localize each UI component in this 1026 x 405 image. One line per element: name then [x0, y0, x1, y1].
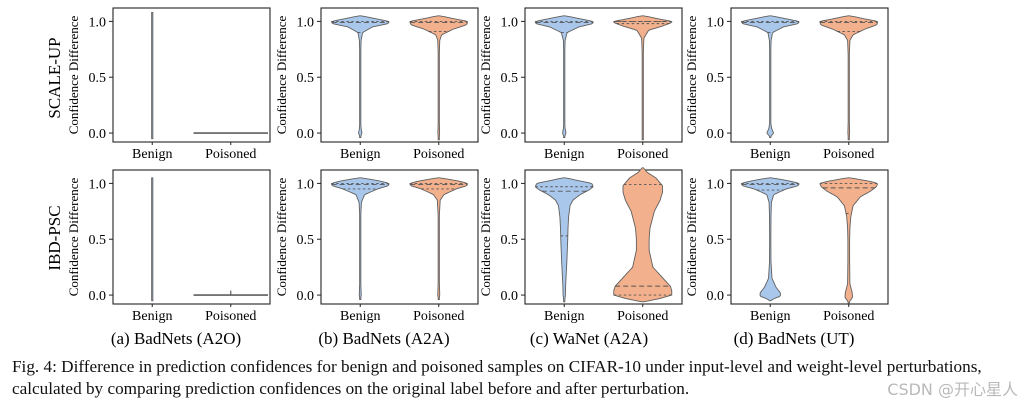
- watermark: CSDN @开心星人: [887, 380, 1018, 399]
- panel-a-top-xlabel-poisoned: Poisoned: [205, 147, 256, 162]
- panel-a-top-ytick-label: 0.0: [89, 127, 107, 142]
- panel-a-top-xlabel-benign: Benign: [132, 147, 172, 162]
- panel-a-bottom-frame: [112, 169, 271, 305]
- caption-label-b: (b) BadNets (A2A): [318, 329, 449, 348]
- panel-c-top-ytick-label: 1.0: [501, 15, 519, 30]
- panel-b-bottom-violin-benign: [330, 177, 390, 300]
- panel-a-top-ylabel: Confidence Difference: [66, 16, 81, 135]
- panel-d-top-ylabel: Confidence Difference: [684, 16, 699, 135]
- panel-d-top-xlabel-benign: Benign: [750, 147, 790, 162]
- panel-c-bottom-xlabel-poisoned: Poisoned: [617, 309, 668, 324]
- panel-d-top-ytick-label: 0.5: [707, 71, 725, 86]
- panel-b-bottom-xlabel-poisoned: Poisoned: [413, 309, 464, 324]
- panel-d-top-xlabel-poisoned: Poisoned: [823, 147, 874, 162]
- panel-c-top-xlabel-poisoned: Poisoned: [617, 147, 668, 162]
- panel-c-bottom-xlabel-benign: Benign: [544, 309, 584, 324]
- panel-a-top-frame: [112, 7, 271, 143]
- panel-d-top-violin-benign: [740, 15, 800, 138]
- caption-label-c: (c) WaNet (A2A): [530, 329, 648, 348]
- panel-d-top-violin-poisoned: [819, 15, 879, 141]
- panel-a-bottom-violin-benign: [151, 177, 154, 302]
- row-label-scale-up: SCALE-UP: [45, 37, 64, 118]
- panel-b-bottom-ytick-label: 0.5: [297, 233, 315, 248]
- panel-a-bottom-xlabel-benign: Benign: [132, 309, 172, 324]
- panel-c-bottom-ytick-label: 0.0: [501, 289, 519, 304]
- panel-b-top-xlabel-benign: Benign: [340, 147, 380, 162]
- panel-d-top-ytick-label: 0.0: [707, 127, 725, 142]
- panel-c-bottom-ytick-label: 1.0: [501, 177, 519, 192]
- panel-d-bottom-ytick-label: 0.0: [707, 289, 725, 304]
- panel-b-bottom-frame: [320, 169, 479, 305]
- panel-c-top-xlabel-benign: Benign: [544, 147, 584, 162]
- panel-c-bottom-ytick-label: 0.5: [501, 233, 519, 248]
- panel-a-bottom-ytick-label: 0.0: [89, 289, 107, 304]
- panel-a-bottom-ytick-label: 0.5: [89, 233, 107, 248]
- panel-a-bottom-ylabel: Confidence Difference: [66, 178, 81, 297]
- panel-b-top-ytick-label: 0.0: [297, 127, 315, 142]
- panel-a-bottom-xlabel-poisoned: Poisoned: [205, 309, 256, 324]
- panel-d-top-ytick-label: 1.0: [707, 15, 725, 30]
- panel-b-top-violin-poisoned: [409, 15, 469, 141]
- panel-b-bottom-ytick-label: 1.0: [297, 177, 315, 192]
- row-label-ibd-psc: IBD-PSC: [45, 205, 64, 270]
- caption-label-d: (d) BadNets (UT): [734, 329, 855, 348]
- panel-c-top-violin-benign: [534, 15, 594, 138]
- panel-b-bottom-ytick-label: 0.0: [297, 289, 315, 304]
- panel-d-bottom-ytick-label: 0.5: [707, 233, 725, 248]
- panel-d-bottom-ylabel: Confidence Difference: [684, 178, 699, 297]
- panel-c-top-ytick-label: 0.0: [501, 127, 519, 142]
- panel-c-top-frame: [524, 7, 683, 143]
- caption-label-a: (a) BadNets (A2O): [111, 329, 241, 348]
- panel-b-top-ylabel: Confidence Difference: [274, 16, 289, 135]
- panel-c-bottom-violin-poisoned: [613, 167, 673, 303]
- panel-c-bottom-violin-benign: [535, 177, 594, 303]
- panel-d-bottom-xlabel-benign: Benign: [750, 309, 790, 324]
- panel-b-top-ytick-label: 1.0: [297, 15, 315, 30]
- panel-b-bottom-xlabel-benign: Benign: [340, 309, 380, 324]
- panel-c-top-ytick-label: 0.5: [501, 71, 519, 86]
- panel-b-top-ytick-label: 0.5: [297, 71, 315, 86]
- panel-d-bottom-xlabel-poisoned: Poisoned: [823, 309, 874, 324]
- panel-b-bottom-violin-poisoned: [409, 177, 469, 300]
- panel-d-bottom-violin-poisoned: [819, 177, 879, 304]
- panel-a-top-violin-benign: [151, 12, 154, 140]
- figure-caption: Fig. 4: Difference in prediction confide…: [12, 357, 982, 398]
- panel-c-top-ylabel: Confidence Difference: [478, 16, 493, 135]
- panel-b-top-violin-benign: [330, 15, 390, 138]
- panel-a-top-ytick-label: 1.0: [89, 15, 107, 30]
- panel-a-top-ytick-label: 0.5: [89, 71, 107, 86]
- panel-c-bottom-ylabel: Confidence Difference: [478, 178, 493, 297]
- panel-d-bottom-ytick-label: 1.0: [707, 177, 725, 192]
- panel-b-top-xlabel-poisoned: Poisoned: [413, 147, 464, 162]
- panel-d-bottom-violin-benign: [740, 177, 800, 302]
- panel-a-bottom-ytick-label: 1.0: [89, 177, 107, 192]
- panel-b-bottom-ylabel: Confidence Difference: [274, 178, 289, 297]
- panel-c-top-violin-poisoned: [612, 15, 673, 141]
